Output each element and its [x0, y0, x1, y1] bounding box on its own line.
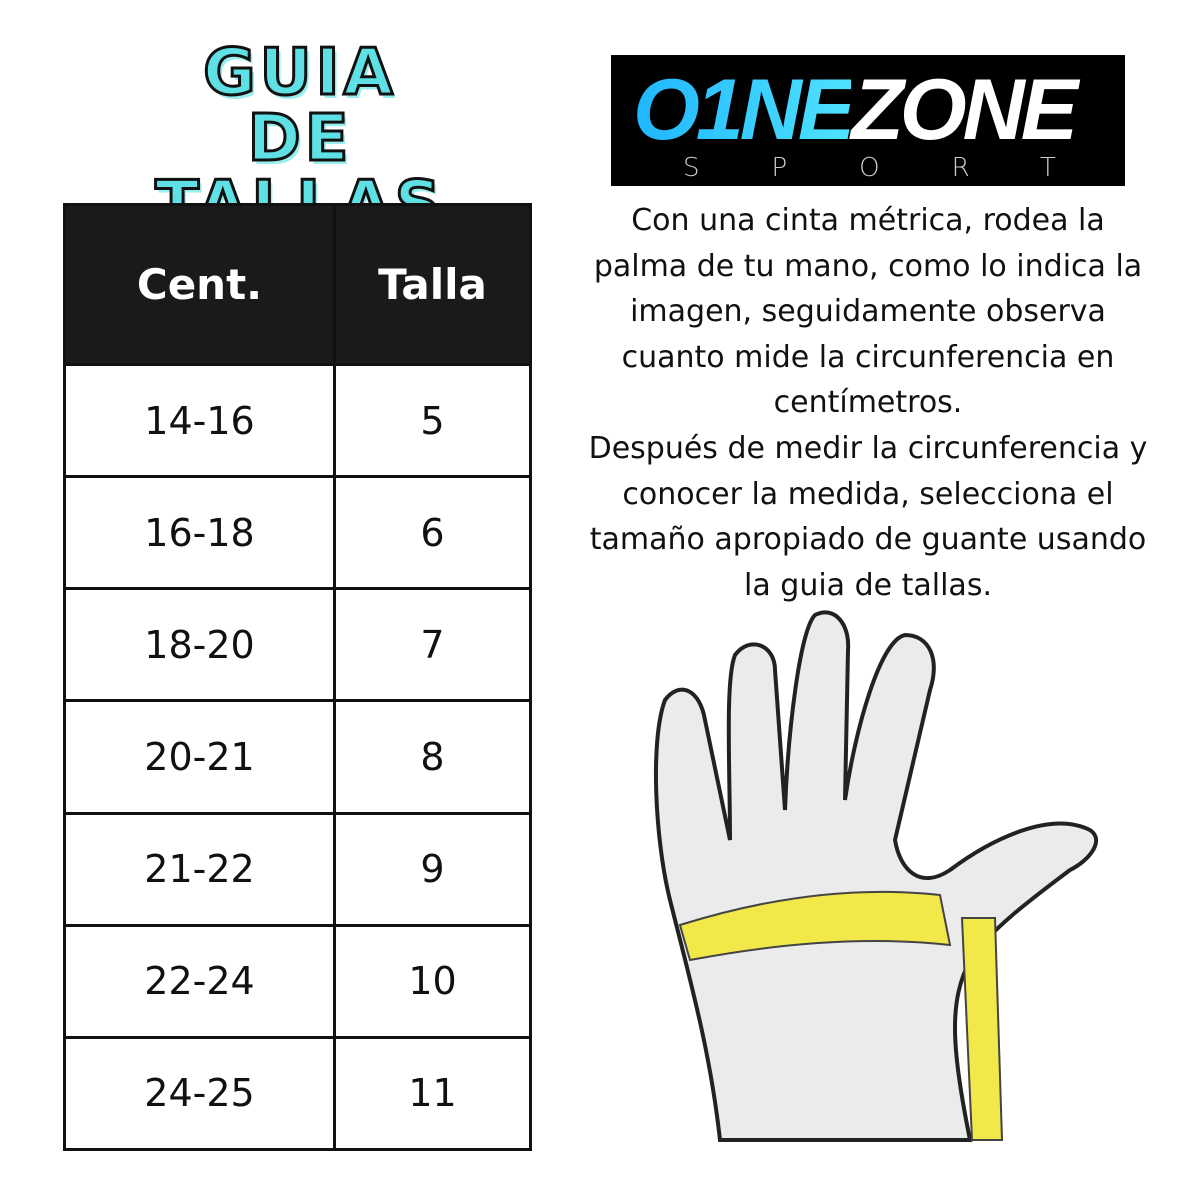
size-cell: 10 — [333, 923, 532, 1039]
instructions-paragraph-1: Con una cinta métrica, rodea la palma de… — [593, 203, 1143, 421]
instructions-paragraph-2: Después de medir la circunferencia y con… — [588, 430, 1148, 603]
logo-part-one: O1NE — [633, 62, 855, 158]
centimeters-cell: 14-16 — [63, 362, 336, 479]
logo-tagline: SPORT — [683, 153, 1128, 183]
centimeters-cell: 22-24 — [63, 923, 336, 1039]
table-row: 22-24 10 — [63, 923, 532, 1039]
header-talla: Talla — [333, 203, 532, 366]
hand-with-measuring-tape-icon — [653, 610, 1098, 1142]
table-row: 18-20 7 — [63, 587, 532, 703]
header-cent: Cent. — [63, 203, 336, 366]
centimeters-cell: 16-18 — [63, 475, 336, 591]
size-cell: 7 — [333, 587, 532, 703]
centimeters-cell: 24-25 — [63, 1035, 336, 1152]
table-row: 14-16 5 — [63, 362, 532, 479]
centimeters-cell: 20-21 — [63, 699, 336, 815]
table-row: 24-25 11 — [63, 1035, 532, 1152]
size-table: Cent. Talla 14-16 5 16-18 6 18-20 7 20-21 8 21-2… — [63, 203, 532, 1152]
instructions: Con una cinta métrica, rodea la palma de… — [580, 198, 1156, 608]
size-cell: 11 — [333, 1035, 532, 1152]
table-row: 16-18 6 — [63, 475, 532, 591]
size-cell: 5 — [333, 362, 532, 479]
size-cell: 8 — [333, 699, 532, 815]
logo-part-zone: ZONE — [851, 62, 1078, 158]
table-row: 20-21 8 — [63, 699, 532, 815]
centimeters-cell: 18-20 — [63, 587, 336, 703]
brand-logo: O1NEZONE SPORT — [611, 55, 1125, 186]
centimeters-cell: 21-22 — [63, 811, 336, 927]
table-row: 21-22 9 — [63, 811, 532, 927]
size-cell: 9 — [333, 811, 532, 927]
size-cell: 6 — [333, 475, 532, 591]
title-line-1: GUIA DE — [202, 36, 397, 176]
